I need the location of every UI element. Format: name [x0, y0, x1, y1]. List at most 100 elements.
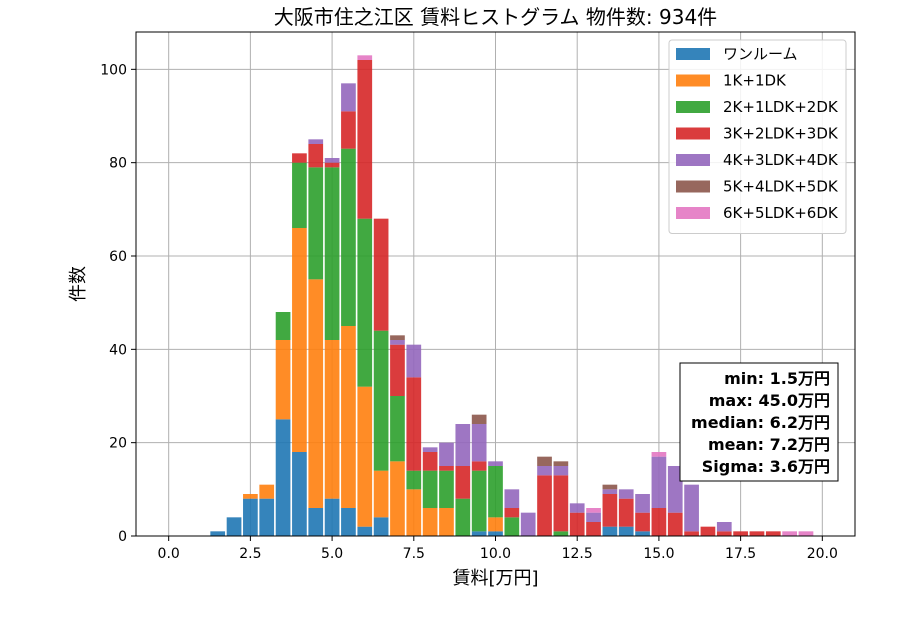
- bar-segment: [520, 512, 536, 536]
- bar-segment: [357, 526, 373, 536]
- y-axis-label: 件数: [68, 266, 89, 302]
- bar-segment: [749, 531, 765, 536]
- x-tick-label: 10.0: [480, 546, 511, 562]
- legend-label: 4K+3LDK+4DK: [723, 151, 839, 169]
- bar-segment: [226, 517, 242, 536]
- bar-segment: [324, 498, 340, 536]
- bar-segment: [716, 531, 732, 536]
- stats-line: Sigma: 3.6万円: [702, 457, 830, 476]
- bar-segment: [455, 466, 471, 499]
- bars: [210, 55, 814, 536]
- bar-segment: [488, 466, 503, 518]
- bar-segment: [259, 484, 275, 499]
- bar-segment: [782, 531, 797, 536]
- bar-segment: [324, 340, 340, 499]
- legend-label: ワンルーム: [723, 45, 798, 63]
- bar-segment: [357, 218, 373, 387]
- x-tick-label: 7.5: [403, 546, 425, 562]
- bar-segment: [586, 522, 601, 536]
- bar-segment: [210, 531, 226, 536]
- bar-segment: [357, 60, 373, 219]
- bar-segment: [569, 512, 585, 536]
- bar-segment: [602, 484, 618, 490]
- bar-segment: [373, 330, 389, 471]
- bar-segment: [324, 158, 340, 163]
- bar-segment: [373, 470, 389, 518]
- y-tick-label: 80: [109, 156, 127, 172]
- bar-segment: [651, 452, 667, 457]
- x-tick-label: 0.0: [158, 546, 180, 562]
- legend-swatch: [676, 101, 710, 113]
- bar-segment: [586, 512, 601, 522]
- bar-segment: [390, 461, 405, 536]
- x-tick-label: 2.5: [239, 546, 261, 562]
- bar-segment: [341, 111, 356, 149]
- bar-segment: [635, 512, 650, 532]
- bar-segment: [324, 162, 340, 168]
- bar-segment: [684, 484, 699, 532]
- legend-swatch: [676, 127, 710, 140]
- bar-segment: [390, 340, 405, 345]
- bar-segment: [733, 531, 748, 536]
- bar-segment: [406, 489, 422, 536]
- bar-segment: [618, 489, 634, 499]
- stats-line: median: 6.2万円: [691, 413, 830, 432]
- bar-segment: [765, 531, 781, 536]
- bar-segment: [243, 494, 258, 499]
- x-tick-label: 20.0: [807, 546, 838, 562]
- y-tick-label: 20: [109, 436, 127, 452]
- bar-segment: [488, 461, 503, 466]
- bar-segment: [471, 461, 487, 471]
- y-tick-label: 40: [109, 342, 127, 358]
- y-tick-label: 0: [118, 529, 127, 545]
- bar-segment: [537, 475, 552, 536]
- bar-segment: [390, 396, 405, 462]
- stats-frame: [679, 362, 839, 482]
- y-tick-label: 60: [109, 249, 127, 265]
- bar-segment: [308, 167, 324, 280]
- bar-segment: [439, 508, 454, 536]
- bar-segment: [488, 531, 503, 536]
- x-tick-label: 15.0: [643, 546, 674, 562]
- legend-label: 2K+1LDK+2DK: [723, 98, 839, 116]
- bar-segment: [504, 508, 520, 518]
- bar-segment: [292, 153, 307, 163]
- y-tick-label: 100: [100, 62, 127, 78]
- bar-segment: [406, 470, 422, 490]
- bar-segment: [488, 517, 503, 532]
- bar-segment: [259, 498, 275, 536]
- stats-line: min: 1.5万円: [724, 369, 830, 388]
- x-tick-label: 17.5: [725, 546, 756, 562]
- bar-segment: [422, 470, 438, 508]
- bar-segment: [684, 531, 699, 536]
- bar-segment: [357, 55, 373, 60]
- legend-swatch: [676, 180, 710, 193]
- bar-segment: [390, 335, 405, 340]
- bar-segment: [341, 508, 356, 536]
- stats-line: max: 45.0万円: [709, 391, 830, 410]
- bar-segment: [553, 475, 569, 532]
- bar-segment: [553, 531, 569, 536]
- bar-segment: [504, 517, 520, 536]
- bar-segment: [292, 162, 307, 228]
- bar-segment: [537, 456, 552, 466]
- bar-segment: [439, 470, 454, 508]
- bar-segment: [553, 461, 569, 466]
- bar-segment: [292, 452, 307, 536]
- bar-segment: [439, 466, 454, 471]
- chart-title: 大阪市住之江区 賃料ヒストグラム 物件数: 934件: [274, 5, 717, 29]
- bar-segment: [667, 512, 683, 536]
- stats-box: min: 1.5万円 max: 45.0万円 median: 6.2万円 mean: …: [679, 362, 839, 482]
- bar-segment: [700, 526, 716, 536]
- bar-segment: [602, 494, 618, 527]
- bar-segment: [586, 508, 601, 513]
- x-tick-label: 5.0: [321, 546, 343, 562]
- bar-segment: [471, 414, 487, 424]
- legend-swatch: [676, 154, 710, 166]
- bar-segment: [422, 452, 438, 471]
- legend-label: 6K+5LDK+6DK: [723, 204, 839, 222]
- legend-label: 3K+2LDK+3DK: [723, 125, 839, 143]
- legend-swatch: [676, 48, 710, 60]
- bar-segment: [504, 489, 520, 508]
